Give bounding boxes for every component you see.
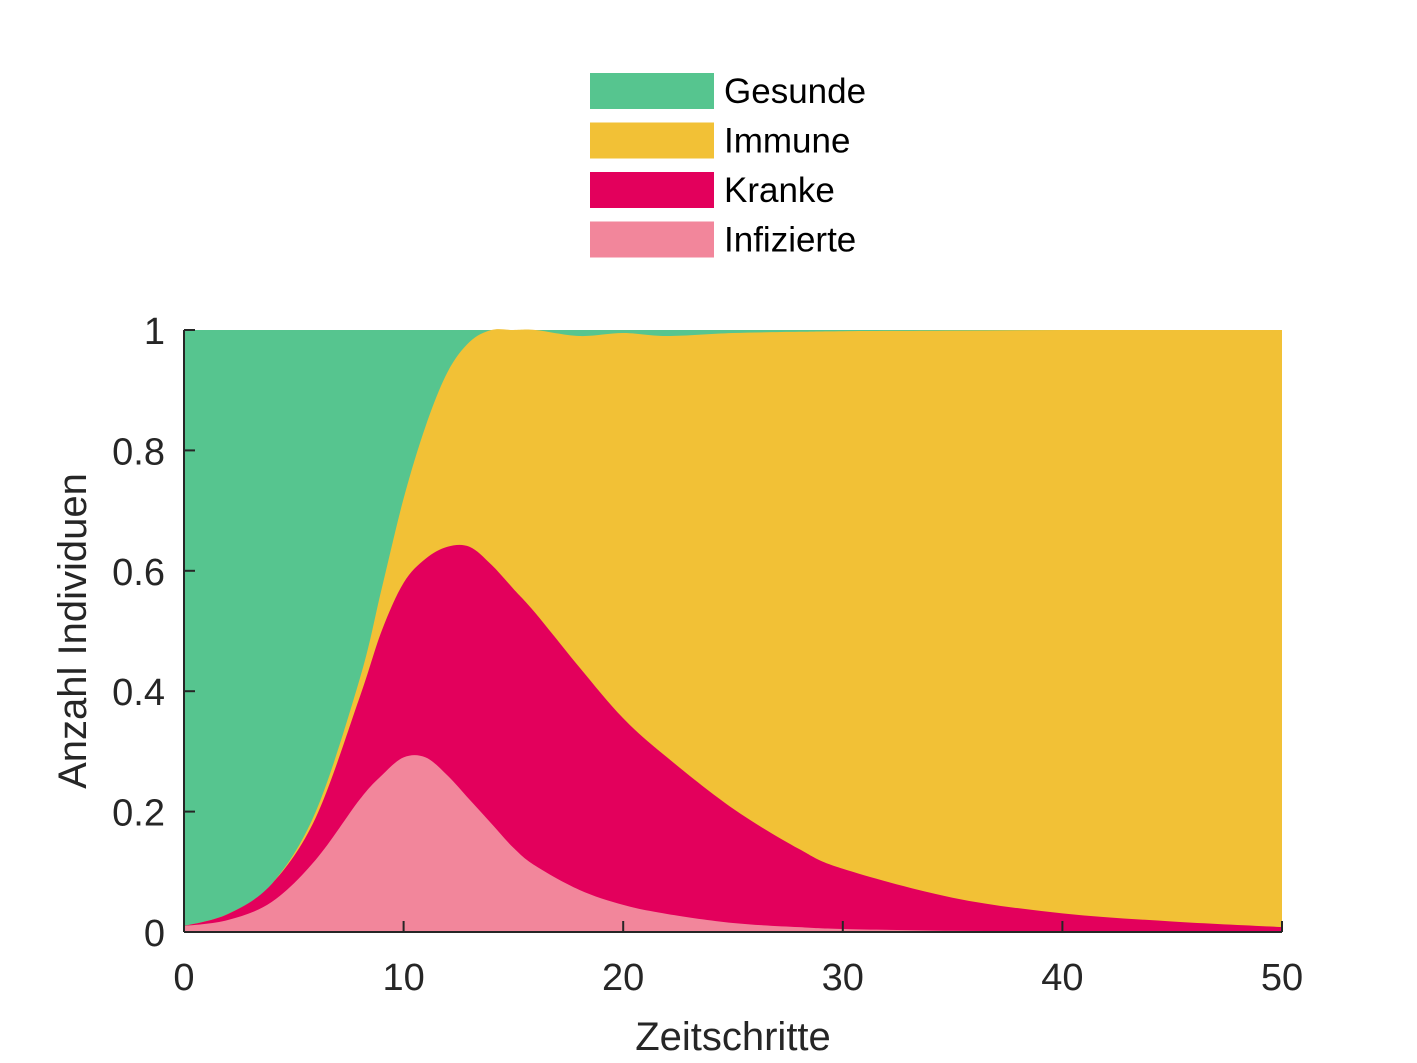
- x-tick-label: 10: [382, 957, 424, 999]
- axes: [183, 330, 1282, 933]
- x-axis-label: Zeitschritte: [635, 1015, 831, 1059]
- x-tick-label: 50: [1261, 957, 1303, 999]
- area-layer: [184, 329, 1282, 932]
- legend-swatch-immune: [590, 122, 714, 159]
- x-tick-label: 0: [173, 957, 194, 999]
- x-tick-label: 40: [1041, 957, 1083, 999]
- x-tick-label: 20: [602, 957, 644, 999]
- y-tick-label: 0: [144, 913, 165, 955]
- y-tick-label: 0.2: [112, 793, 165, 835]
- legend-swatch-gesunde: [590, 73, 714, 109]
- legend: Gesunde Immune Kranke Infizierte: [590, 72, 866, 260]
- y-tick-label: 0.6: [112, 552, 165, 594]
- legend-swatch-infizierte: [590, 221, 714, 258]
- legend-label-kranke: Kranke: [724, 171, 835, 210]
- y-axis-label: Anzahl Individuen: [51, 473, 95, 789]
- tick-layer: 0 10 20 30 40 50 0 0.2 0.4 0.6 0.8 1: [112, 311, 1303, 999]
- x-tick-label: 30: [822, 957, 864, 999]
- y-tick-label: 0.4: [112, 672, 165, 714]
- area-infizierte: [184, 755, 1282, 932]
- y-tick-label: 1: [144, 311, 165, 353]
- legend-swatch-kranke: [590, 172, 714, 208]
- legend-label-immune: Immune: [724, 122, 850, 161]
- legend-label-infizierte: Infizierte: [724, 221, 856, 260]
- legend-label-gesunde: Gesunde: [724, 72, 866, 111]
- y-tick-label: 0.8: [112, 431, 165, 473]
